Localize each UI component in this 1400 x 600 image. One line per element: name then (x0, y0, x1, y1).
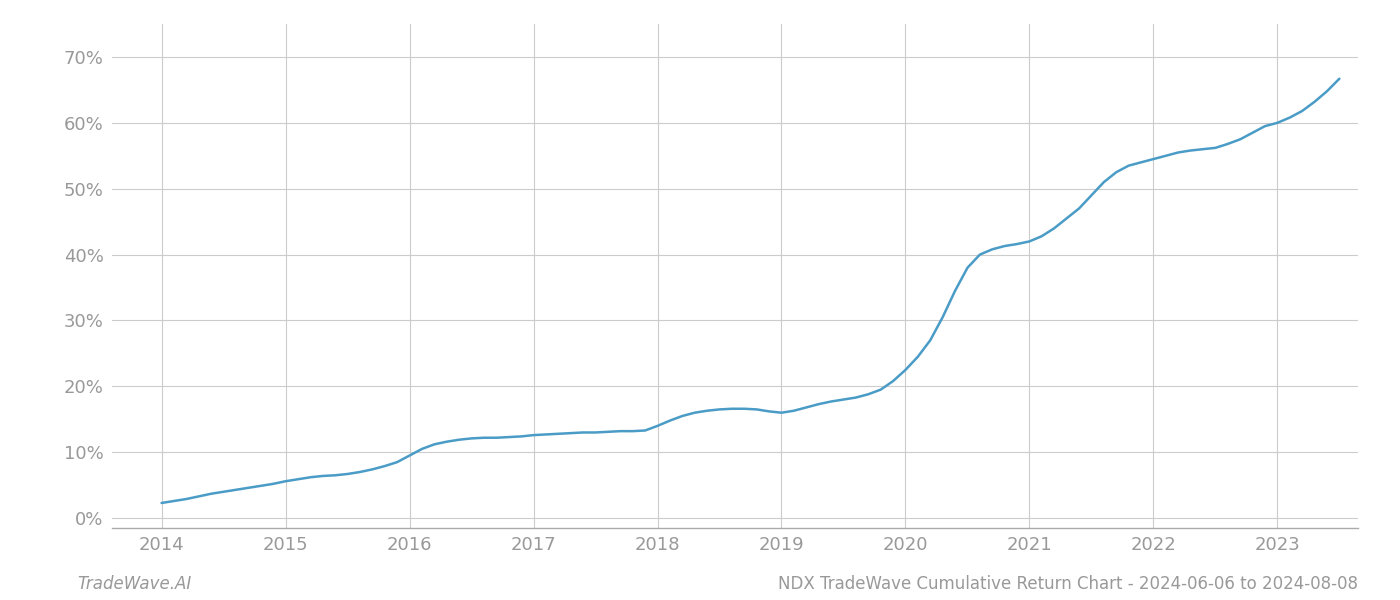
Text: NDX TradeWave Cumulative Return Chart - 2024-06-06 to 2024-08-08: NDX TradeWave Cumulative Return Chart - … (778, 575, 1358, 593)
Text: TradeWave.AI: TradeWave.AI (77, 575, 192, 593)
